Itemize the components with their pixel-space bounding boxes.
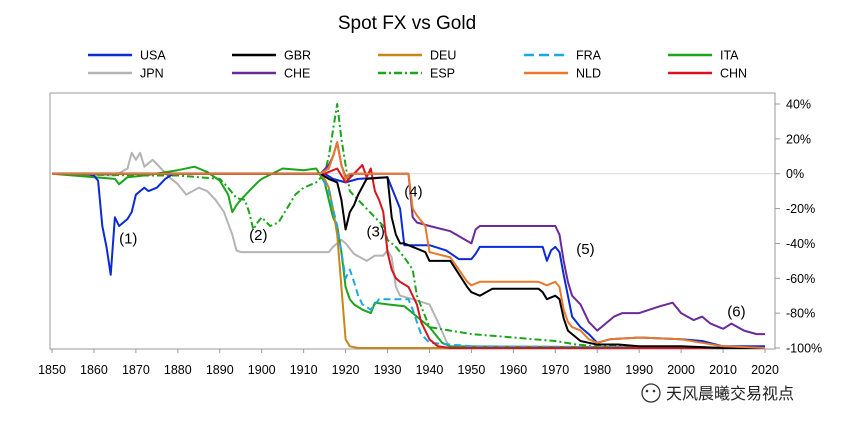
wechat-icon-eye-right [652, 389, 656, 393]
x-tick-label: 1960 [499, 363, 527, 377]
x-tick-label: 1880 [164, 363, 192, 377]
wechat-icon [641, 383, 661, 403]
legend-label-usa: USA [140, 49, 166, 63]
wechat-icon-eye-left [645, 389, 649, 393]
y-tick-label: -60% [786, 272, 815, 286]
x-tick-label: 1980 [583, 363, 611, 377]
x-tick-label: 1850 [38, 363, 66, 377]
x-tick-label: 2000 [667, 363, 695, 377]
annotation-label: (2) [249, 227, 267, 244]
series-line-ita [51, 165, 766, 349]
series-line-chn [52, 164, 765, 349]
x-tick-label: 1970 [541, 363, 569, 377]
series-line-nld [52, 141, 766, 349]
annotation-label: (3) [367, 223, 385, 240]
legend: USA GBR DEU FRA ITA JPN CHE ESP NLD CHN [88, 49, 747, 81]
series-line-che [52, 141, 765, 336]
series-line-esp [51, 103, 766, 349]
y-tick-label: 20% [786, 132, 811, 146]
series-line-gbr [52, 172, 765, 349]
y-tick-label: -40% [786, 237, 815, 251]
x-tick-label: 1990 [625, 363, 653, 377]
x-tick-label: 1860 [80, 363, 108, 377]
x-tick-label: 2010 [709, 363, 737, 377]
legend-label-jpn: JPN [140, 67, 164, 81]
x-tick-label: 2020 [751, 363, 779, 377]
legend-label-che: CHE [284, 67, 310, 81]
annotation-label: (4) [404, 183, 422, 200]
legend-label-deu: DEU [430, 49, 456, 63]
annotation-label: (5) [576, 241, 594, 258]
x-tick-label: 1910 [290, 363, 318, 377]
legend-label-esp: ESP [430, 67, 455, 81]
y-tick-label: 0% [786, 167, 804, 181]
watermark-text: 天风晨曦交易视点 [666, 385, 794, 403]
series-line-deu [52, 172, 765, 349]
chart-title: Spot FX vs Gold [338, 13, 476, 34]
annotation-label: (6) [727, 304, 745, 321]
x-tick-label: 1930 [374, 363, 402, 377]
y-tick-label: -100% [786, 342, 822, 356]
y-tick-label: 40% [786, 98, 811, 112]
x-tick-label: 1900 [248, 363, 276, 377]
legend-label-nld: NLD [576, 67, 601, 81]
x-tick-label: 1870 [122, 363, 150, 377]
plot-area [51, 103, 775, 349]
y-tick-label: -80% [786, 307, 815, 321]
legend-label-chn: CHN [720, 67, 747, 81]
x-tick-label: 1950 [458, 363, 486, 377]
annotation-label: (1) [119, 230, 137, 247]
x-tick-label: 1890 [206, 363, 234, 377]
legend-label-gbr: GBR [284, 49, 311, 63]
x-axis: 1850 1860 1870 1880 1890 1900 1910 1920 1930 1940… [38, 349, 779, 377]
y-tick-label: -20% [786, 202, 815, 216]
legend-label-fra: FRA [576, 49, 602, 63]
series-line-usa [52, 172, 765, 348]
series-line-jpn [51, 151, 765, 349]
watermark: 天风晨曦交易视点 [641, 383, 794, 403]
annotations: (1) (2) (3) (4) (5) (6) [119, 183, 745, 320]
y-axis: 40% 20% 0% -20% -40% -60% -80% -100% [775, 98, 822, 356]
x-tick-label: 1940 [416, 363, 444, 377]
legend-label-ita: ITA [720, 49, 739, 63]
series-line-fra [52, 172, 766, 349]
x-tick-label: 1920 [332, 363, 360, 377]
